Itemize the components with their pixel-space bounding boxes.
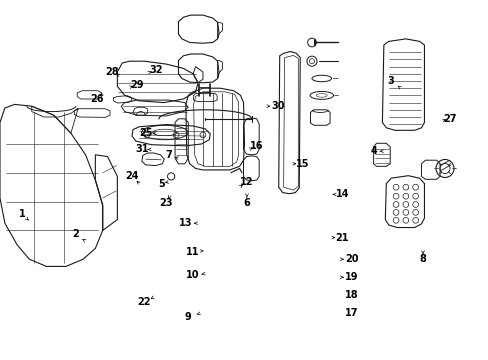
- Text: 30: 30: [270, 101, 284, 111]
- Text: 22: 22: [137, 297, 151, 307]
- Text: 2: 2: [72, 229, 79, 239]
- Text: 31: 31: [135, 144, 148, 154]
- Text: 18: 18: [345, 290, 358, 300]
- Text: 12: 12: [240, 177, 253, 187]
- Text: 16: 16: [249, 141, 263, 151]
- Text: 13: 13: [179, 218, 192, 228]
- Text: 24: 24: [125, 171, 139, 181]
- Text: 25: 25: [139, 128, 152, 138]
- Text: 11: 11: [186, 247, 200, 257]
- Text: 23: 23: [159, 198, 173, 208]
- Text: 21: 21: [335, 233, 348, 243]
- Text: 14: 14: [335, 189, 348, 199]
- Text: 27: 27: [442, 114, 456, 124]
- Text: 1: 1: [19, 209, 25, 219]
- Text: 20: 20: [345, 254, 358, 264]
- Text: 15: 15: [296, 159, 309, 169]
- Text: 9: 9: [184, 312, 191, 322]
- Text: 17: 17: [345, 308, 358, 318]
- Text: 8: 8: [419, 254, 426, 264]
- Text: 26: 26: [90, 94, 103, 104]
- Text: 10: 10: [186, 270, 200, 280]
- Text: 32: 32: [149, 65, 163, 75]
- Text: 29: 29: [130, 80, 143, 90]
- Text: 7: 7: [165, 150, 172, 160]
- Text: 28: 28: [105, 67, 119, 77]
- Text: 4: 4: [370, 146, 377, 156]
- Text: 19: 19: [345, 272, 358, 282]
- Text: 6: 6: [243, 198, 250, 208]
- Text: 3: 3: [387, 76, 394, 86]
- Text: 5: 5: [158, 179, 164, 189]
